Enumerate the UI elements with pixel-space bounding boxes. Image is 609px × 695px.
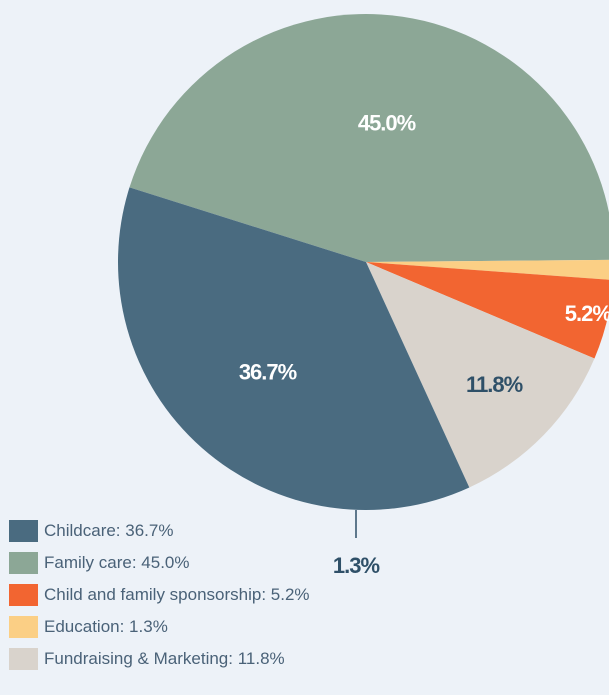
legend-label-education: Education: 1.3% [44, 617, 168, 636]
slice-label-childcare: 36.7% [239, 359, 297, 384]
legend-item-fundraising: Fundraising & Marketing: 11.8% [9, 643, 310, 675]
legend-item-family-care: Family care: 45.0% [9, 547, 310, 579]
pie-slices [118, 14, 609, 510]
legend-label-family-care: Family care: 45.0% [44, 553, 190, 572]
legend-swatch-sponsorship [9, 584, 38, 606]
legend-label-fundraising: Fundraising & Marketing: 11.8% [44, 649, 285, 668]
slice-label-family-care: 45.0% [358, 110, 416, 135]
legend-label-childcare: Childcare: 36.7% [44, 521, 174, 540]
legend-swatch-family-care [9, 552, 38, 574]
legend-item-sponsorship: Child and family sponsorship: 5.2% [9, 579, 310, 611]
legend-swatch-education [9, 616, 38, 638]
legend-swatch-fundraising [9, 648, 38, 670]
slice-label-fundraising: 11.8% [466, 372, 523, 397]
pie-slice-childcare [118, 187, 470, 510]
legend: Childcare: 36.7% Family care: 45.0% Chil… [9, 515, 310, 675]
pie-slice-family-care [129, 14, 609, 262]
pie-slice-sponsorship [366, 262, 609, 359]
legend-item-childcare: Childcare: 36.7% [9, 515, 310, 547]
slice-label-sponsorship: 5.2% [565, 301, 609, 326]
pie-labels: 45.0% 1.3% 5.2% 11.8% 36.7% [239, 110, 609, 577]
slice-label-education: 1.3% [333, 553, 380, 578]
legend-item-education: Education: 1.3% [9, 611, 310, 643]
legend-swatch-childcare [9, 520, 38, 542]
pie-slice-education [366, 259, 609, 280]
legend-label-sponsorship: Child and family sponsorship: 5.2% [44, 585, 310, 604]
pie-slice-fundraising [366, 262, 595, 488]
